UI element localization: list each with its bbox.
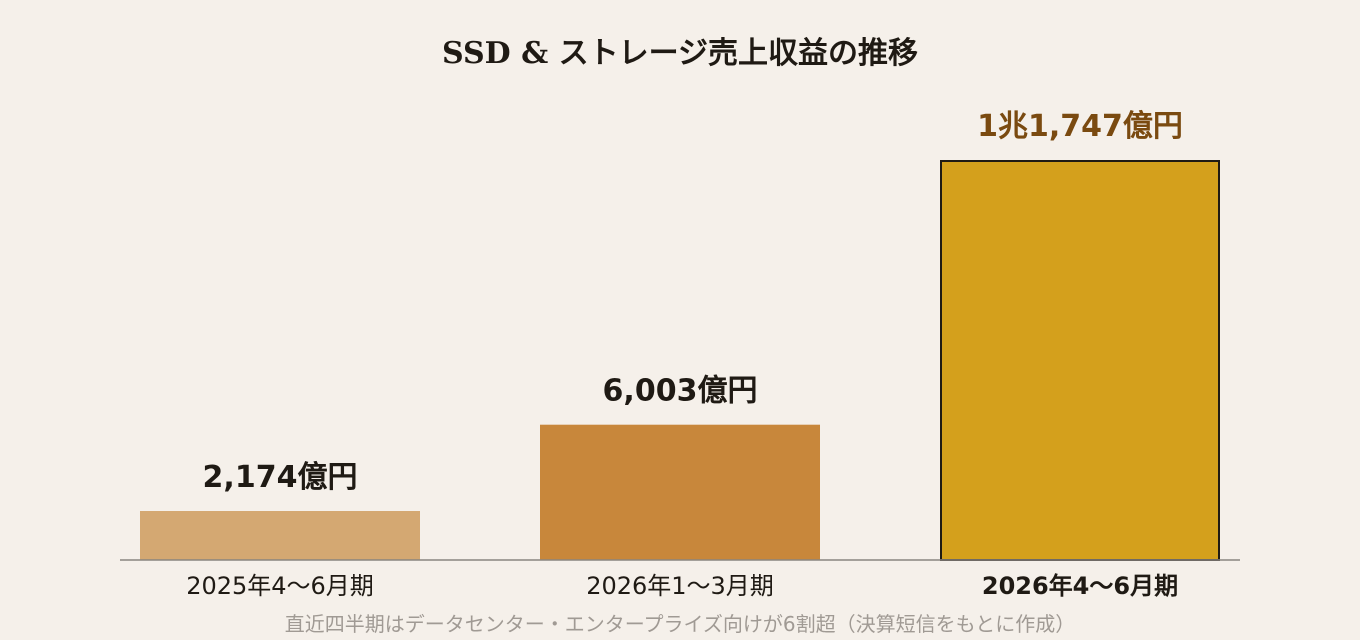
category-label-3: 2026年4〜6月期 — [982, 572, 1178, 600]
chart-footnote: 直近四半期はデータセンター・エンタープライズ向けが6割超（決算短信をもとに作成） — [284, 612, 1076, 636]
chart-title: SSD & ストレージ売上収益の推移 — [441, 36, 919, 71]
category-label-1: 2025年4〜6月期 — [186, 572, 374, 600]
bar-value-label-2: 6,003億円 — [603, 374, 758, 409]
bar-2 — [540, 424, 820, 560]
bar-3 — [940, 160, 1220, 561]
labels-group: 2,174億円 2025年4〜6月期 6,003億円 2026年1〜3月期 1兆1,74… — [186, 109, 1183, 600]
bars-group — [140, 160, 1220, 561]
bar-1 — [140, 511, 420, 560]
category-label-2: 2026年1〜3月期 — [586, 572, 774, 600]
bar-value-label-1: 2,174億円 — [203, 460, 358, 495]
bar-value-label-3: 1兆1,747億円 — [977, 109, 1183, 144]
